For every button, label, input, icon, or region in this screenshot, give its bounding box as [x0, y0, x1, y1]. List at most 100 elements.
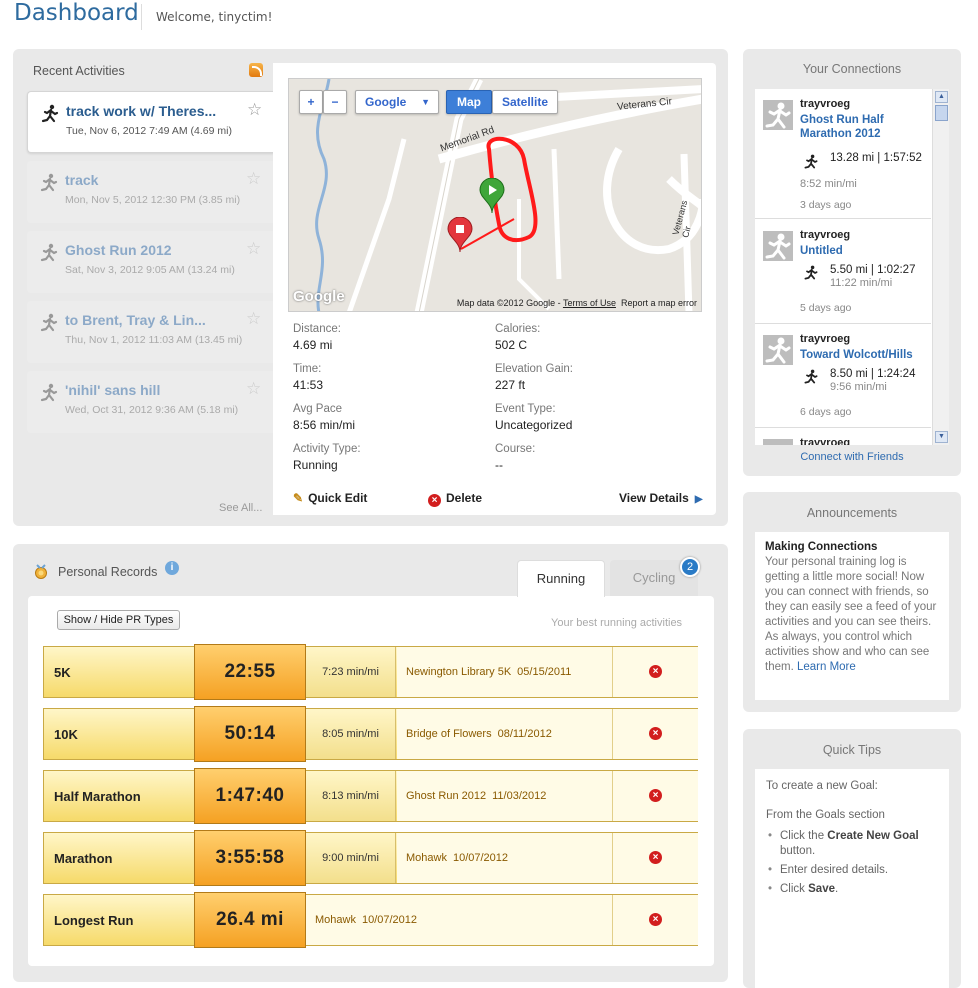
time-value: 41:53 [293, 378, 324, 392]
pr-event-link[interactable]: Mohawk [406, 852, 447, 864]
runner-icon [40, 243, 58, 262]
tip-list: Click the Create New Goal button. Enter … [766, 829, 938, 897]
connection-user: trayvroeg [800, 333, 851, 345]
rss-icon[interactable] [249, 63, 263, 77]
connection-item: trayvroeg Untitled 5.50 mi | 1:02:27 11:… [755, 220, 931, 324]
show-hide-pr-types-button[interactable]: Show / Hide PR Types [57, 610, 180, 630]
pr-event: Mohawk 10/07/2012 [306, 895, 612, 945]
activity-name[interactable]: track [65, 172, 99, 188]
pr-event: Mohawk 10/07/2012 [397, 833, 612, 883]
time-label: Time: [293, 363, 322, 375]
personal-records-title: Personal Records [58, 565, 158, 579]
connection-activity-link[interactable]: Toward Wolcott/Hills [800, 349, 913, 361]
distance-label: Distance: [293, 323, 341, 335]
activity-meta: Mon, Nov 5, 2012 12:30 PM (3.85 mi) [65, 194, 241, 206]
activity-item[interactable]: track Mon, Nov 5, 2012 12:30 PM (3.85 mi… [27, 161, 273, 223]
pr-row: 5K 22:55 7:23 min/mi Newington Library 5… [43, 644, 698, 700]
terms-link[interactable]: Terms of Use [562, 298, 616, 308]
view-details-link[interactable]: View Details ▶ [619, 491, 703, 505]
runner-icon [40, 313, 58, 332]
connection-activity-link[interactable]: Ghost Run Half Marathon 2012 [800, 114, 884, 140]
recent-activities-title: Recent Activities [33, 64, 125, 78]
start-marker-icon[interactable] [479, 178, 505, 214]
connection-distance: 5.50 mi | 1:02:27 [830, 264, 916, 276]
info-icon[interactable]: i [165, 561, 179, 575]
activity-item[interactable]: Ghost Run 2012 Sat, Nov 3, 2012 9:05 AM … [27, 231, 273, 293]
learn-more-link[interactable]: Learn More [796, 661, 856, 673]
pr-pace: 9:00 min/mi [306, 833, 396, 883]
pr-event-link[interactable]: Mohawk [315, 914, 356, 926]
pr-date: 11/03/2012 [492, 790, 547, 802]
arrow-right-icon: ▶ [694, 494, 703, 505]
star-icon[interactable]: ☆ [247, 100, 263, 119]
quick-edit-button[interactable]: ✎ Quick Edit [293, 491, 367, 505]
announcement-copy: Your personal training log is getting a … [765, 556, 937, 673]
recent-activities-panel: Recent Activities track work w/ Theres..… [13, 49, 728, 526]
scroll-thumb[interactable] [935, 105, 948, 121]
connection-pace: 9:56 min/mi [830, 381, 887, 393]
connection-time-ago: 6 days ago [800, 406, 852, 418]
zoom-in-button[interactable]: + [299, 90, 323, 114]
delete-button[interactable]: × Delete [428, 491, 482, 507]
pr-label: Half Marathon [54, 789, 141, 804]
remove-icon[interactable]: × [649, 665, 662, 678]
tip-intro: To create a new Goal: [766, 780, 878, 792]
announcement-body: Making Connections Your personal trainin… [755, 532, 949, 700]
pr-event-link[interactable]: Ghost Run 2012 [406, 790, 487, 802]
satellite-tab[interactable]: Satellite [492, 90, 558, 114]
star-icon[interactable]: ☆ [246, 309, 262, 328]
connections-panel: Your Connections trayvroeg Ghost Run Hal… [743, 49, 961, 476]
pr-row: Longest Run 26.4 mi Mohawk 10/07/2012 × [43, 892, 698, 948]
pr-time: 3:55:58 [194, 830, 306, 886]
connect-with-friends-link[interactable]: Connect with Friends [800, 451, 904, 463]
avatar [763, 100, 793, 130]
star-icon[interactable]: ☆ [246, 239, 262, 258]
activity-item[interactable]: to Brent, Tray & Lin... Thu, Nov 1, 2012… [27, 301, 273, 363]
map-tab[interactable]: Map [446, 90, 492, 114]
elevation-value: 227 ft [495, 378, 526, 392]
best-activities-label: Your best running activities [551, 617, 683, 629]
announcement-heading: Making Connections [765, 541, 878, 553]
connection-activity-link[interactable]: Untitled [800, 245, 843, 257]
quick-tips-body: To create a new Goal: From the Goals sec… [755, 769, 949, 988]
course-label: Course: [495, 443, 536, 455]
activity-name[interactable]: track work w/ Theres... [66, 103, 217, 119]
tip-text: button. [780, 845, 816, 857]
runner-icon [40, 173, 58, 192]
connections-scrollbar[interactable]: ▲ ▼ [932, 89, 949, 445]
calories-label: Calories: [495, 323, 541, 335]
activity-type-label: Activity Type: [293, 443, 361, 455]
pr-time: 1:47:40 [194, 768, 306, 824]
pr-event-link[interactable]: Newington Library 5K [406, 666, 512, 678]
activity-name[interactable]: Ghost Run 2012 [65, 242, 172, 258]
activity-item[interactable]: 'nihil' sans hill Wed, Oct 31, 2012 9:36… [27, 371, 273, 433]
scroll-up-icon[interactable]: ▲ [935, 91, 948, 103]
remove-icon[interactable]: × [649, 789, 662, 802]
activity-name[interactable]: to Brent, Tray & Lin... [65, 312, 206, 328]
remove-icon[interactable]: × [649, 851, 662, 864]
tip-emphasis: Create New Goal [827, 830, 919, 842]
pr-row: 10K 50:14 8:05 min/mi Bridge of Flowers 0… [43, 706, 698, 762]
tab-running[interactable]: Running [517, 560, 605, 597]
see-all-link[interactable]: See All... [219, 502, 263, 514]
view-details-label: View Details [619, 491, 689, 505]
scroll-down-icon[interactable]: ▼ [935, 431, 948, 443]
activity-item[interactable]: track work w/ Theres... Tue, Nov 6, 2012… [27, 91, 274, 153]
pr-remove: × [612, 709, 698, 759]
report-error-link[interactable]: Report a map error [620, 298, 697, 308]
star-icon[interactable]: ☆ [246, 379, 262, 398]
pr-event-link[interactable]: Bridge of Flowers [406, 728, 492, 740]
zoom-out-button[interactable]: − [323, 90, 347, 114]
activity-name[interactable]: 'nihil' sans hill [65, 382, 161, 398]
remove-icon[interactable]: × [649, 727, 662, 740]
route-map[interactable]: Memorial Rd Veterans Cir Veterans Cir + … [288, 78, 702, 312]
map-provider-select[interactable]: Google ▼ [355, 90, 439, 114]
connection-user: trayvroeg [800, 229, 851, 241]
personal-records-panel: Personal Records i Running Cycling 2 Sho… [13, 544, 728, 982]
announcement-text: Your personal training log is getting a … [765, 555, 939, 675]
end-marker-icon[interactable] [447, 217, 473, 253]
activity-type-value: Running [293, 458, 338, 472]
star-icon[interactable]: ☆ [246, 169, 262, 188]
remove-icon[interactable]: × [649, 913, 662, 926]
announcements-title: Announcements [806, 506, 898, 520]
